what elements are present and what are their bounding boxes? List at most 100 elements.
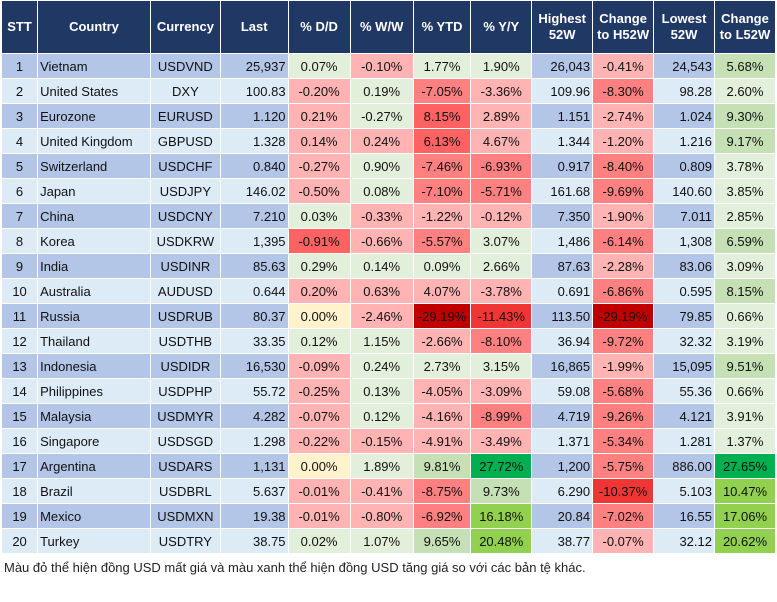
yy-cell: 3.15% — [470, 353, 533, 379]
header-row: STT Country Currency Last % D/D % W/W % … — [0, 0, 777, 54]
stt-cell: 9 — [0, 253, 39, 279]
high52w-cell: 0.917 — [531, 153, 594, 179]
country-cell: Turkey — [37, 528, 151, 554]
change-l52w-cell: 2.85% — [713, 203, 777, 229]
ww-cell: -0.41% — [349, 478, 414, 504]
stt-cell: 8 — [0, 228, 39, 254]
last-cell: 1.298 — [219, 428, 289, 454]
ww-cell: 1.07% — [349, 528, 414, 554]
country-cell: Japan — [37, 178, 151, 204]
country-cell: United Kingdom — [37, 128, 151, 154]
yy-cell: 2.66% — [470, 253, 533, 279]
low52w-cell: 7.011 — [653, 203, 715, 229]
table-row: 10 Australia AUDUSD 0.644 0.20% 0.63% 4.07% -3.… — [0, 278, 777, 304]
dd-cell: -0.09% — [287, 353, 351, 379]
currency-cell: USDKRW — [149, 228, 221, 254]
stt-cell: 13 — [0, 353, 39, 379]
currency-cell: USDARS — [149, 453, 221, 479]
currency-cell: EURUSD — [149, 103, 221, 129]
yy-cell: -11.43% — [470, 303, 533, 329]
table-row: 13 Indonesia USDIDR 16,530 -0.09% 0.24% 2.73% 3… — [0, 353, 777, 379]
stt-cell: 4 — [0, 128, 39, 154]
change-l52w-cell: 20.62% — [713, 528, 777, 554]
low52w-cell: 79.85 — [653, 303, 715, 329]
table-row: 5 Switzerland USDCHF 0.840 -0.27% 0.90% -7.46%… — [0, 153, 777, 179]
last-cell: 146.02 — [219, 178, 289, 204]
yy-cell: -3.78% — [470, 278, 533, 304]
table-row: 20 Turkey USDTRY 38.75 0.02% 1.07% 9.65% 20.48%… — [0, 528, 777, 554]
last-cell: 7.210 — [219, 203, 289, 229]
low52w-cell: 140.60 — [653, 178, 715, 204]
last-cell: 19.38 — [219, 503, 289, 529]
last-cell: 85.63 — [219, 253, 289, 279]
low52w-cell: 1.281 — [653, 428, 715, 454]
country-cell: Indonesia — [37, 353, 151, 379]
change-l52w-cell: 9.30% — [713, 103, 777, 129]
ww-cell: -0.66% — [349, 228, 414, 254]
country-cell: Australia — [37, 278, 151, 304]
dd-cell: -0.07% — [287, 403, 351, 429]
header-stt: STT — [0, 0, 39, 54]
yy-cell: -3.09% — [470, 378, 533, 404]
yy-cell: 16.18% — [470, 503, 533, 529]
change-h52w-cell: -5.34% — [592, 428, 655, 454]
last-cell: 5.637 — [219, 478, 289, 504]
ww-cell: 0.63% — [349, 278, 414, 304]
change-l52w-cell: 3.91% — [713, 403, 777, 429]
dd-cell: -0.20% — [287, 78, 351, 104]
change-h52w-cell: -8.30% — [592, 78, 655, 104]
header-ytd: % YTD — [412, 0, 472, 54]
last-cell: 16,530 — [219, 353, 289, 379]
header-change-h52w: Change to H52W — [592, 0, 655, 54]
high52w-cell: 1,200 — [531, 453, 594, 479]
yy-cell: -3.36% — [470, 78, 533, 104]
ytd-cell: -7.10% — [412, 178, 472, 204]
ww-cell: -0.27% — [349, 103, 414, 129]
currency-cell: USDMXN — [149, 503, 221, 529]
low52w-cell: 24,543 — [653, 53, 715, 79]
change-h52w-cell: -9.26% — [592, 403, 655, 429]
high52w-cell: 1.344 — [531, 128, 594, 154]
ww-cell: 1.15% — [349, 328, 414, 354]
stt-cell: 12 — [0, 328, 39, 354]
country-cell: Eurozone — [37, 103, 151, 129]
country-cell: Malaysia — [37, 403, 151, 429]
yy-cell: 4.67% — [470, 128, 533, 154]
low52w-cell: 4.121 — [653, 403, 715, 429]
country-cell: China — [37, 203, 151, 229]
low52w-cell: 1.024 — [653, 103, 715, 129]
stt-cell: 6 — [0, 178, 39, 204]
stt-cell: 7 — [0, 203, 39, 229]
stt-cell: 16 — [0, 428, 39, 454]
yy-cell: 3.07% — [470, 228, 533, 254]
table-row: 11 Russia USDRUB 80.37 0.00% -2.46% -29.19% -11… — [0, 303, 777, 329]
table-row: 1 Vietnam USDVND 25,937 0.07% -0.10% 1.77% 1.90… — [0, 53, 777, 79]
header-change-l52w: Change to L52W — [713, 0, 777, 54]
ytd-cell: 4.07% — [412, 278, 472, 304]
currency-table: STT Country Currency Last % D/D % W/W % … — [0, 0, 777, 554]
yy-cell: 2.89% — [470, 103, 533, 129]
country-cell: Singapore — [37, 428, 151, 454]
change-l52w-cell: 27.65% — [713, 453, 777, 479]
currency-cell: USDVND — [149, 53, 221, 79]
dd-cell: -0.01% — [287, 478, 351, 504]
table-row: 3 Eurozone EURUSD 1.120 0.21% -0.27% 8.15% 2.89… — [0, 103, 777, 129]
currency-cell: USDINR — [149, 253, 221, 279]
high52w-cell: 7.350 — [531, 203, 594, 229]
dd-cell: -0.25% — [287, 378, 351, 404]
country-cell: Vietnam — [37, 53, 151, 79]
high52w-cell: 4.719 — [531, 403, 594, 429]
last-cell: 0.644 — [219, 278, 289, 304]
table-row: 18 Brazil USDBRL 5.637 -0.01% -0.41% -8.75% 9.7… — [0, 478, 777, 504]
ytd-cell: -4.05% — [412, 378, 472, 404]
high52w-cell: 59.08 — [531, 378, 594, 404]
currency-cell: USDTHB — [149, 328, 221, 354]
dd-cell: 0.14% — [287, 128, 351, 154]
country-cell: United States — [37, 78, 151, 104]
change-l52w-cell: 0.66% — [713, 378, 777, 404]
ytd-cell: 6.13% — [412, 128, 472, 154]
yy-cell: 27.72% — [470, 453, 533, 479]
high52w-cell: 1,486 — [531, 228, 594, 254]
yy-cell: -8.99% — [470, 403, 533, 429]
country-cell: India — [37, 253, 151, 279]
